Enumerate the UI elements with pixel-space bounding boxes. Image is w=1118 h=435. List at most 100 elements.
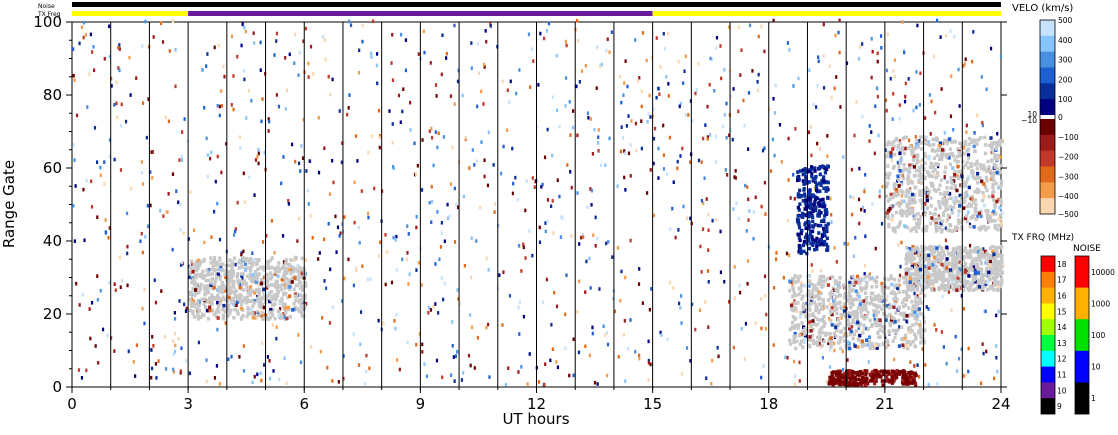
- ground-scatter-18-22UT-cell: [878, 328, 882, 332]
- ground-scatter-22-24UT-band-cell: [947, 279, 951, 284]
- echo-cell: [909, 360, 912, 364]
- txfreq-colorbar-tick: 14: [1057, 323, 1067, 332]
- ground-scatter-21-24UT-cell: [906, 225, 910, 230]
- echo-cell: [650, 287, 653, 291]
- ground-scatter-3-6UT-cell: [205, 273, 209, 277]
- ground-scatter-3-6UT-cell: [241, 299, 245, 304]
- ground-scatter-18-22UT-cell: [902, 311, 907, 316]
- ground-scatter-3-6UT-cell: [205, 268, 209, 273]
- ground-scatter-22-24UT-band-cell: [949, 253, 953, 257]
- echo-cell: [645, 58, 648, 63]
- ground-scatter-18-22UT-cell: [802, 340, 807, 345]
- negative-velocity-20-22UT-cell: [842, 382, 846, 386]
- negative-velocity-20-22UT-cell: [864, 382, 868, 387]
- ground-scatter-3-6UT-cell: [257, 272, 261, 276]
- ground-scatter-21-24UT-cell: [976, 211, 980, 215]
- echo-cell: [323, 279, 326, 283]
- echo-cell: [489, 24, 492, 28]
- echo-cell: [679, 306, 682, 310]
- echo-cell: [662, 167, 666, 171]
- echo-cell: [370, 55, 373, 59]
- echo-cell: [325, 286, 328, 291]
- ground-scatter-21-24UT-cell: [956, 164, 960, 169]
- ground-scatter-21-24UT-cell: [968, 224, 972, 229]
- ground-scatter-22-24UT-band-cell: [945, 247, 949, 252]
- echo-cell: [484, 29, 487, 33]
- echo-cell: [898, 273, 902, 278]
- ground-scatter-3-6UT-cell: [254, 288, 259, 292]
- echo-cell: [408, 100, 412, 105]
- ground-scatter-22-24UT-band-cell: [969, 255, 973, 259]
- echo-cell: [284, 107, 287, 111]
- ground-scatter-22-24UT-band-cell: [941, 278, 945, 283]
- ground-scatter-21-24UT-cell: [901, 190, 905, 195]
- ground-scatter-18-22UT-cell: [894, 311, 898, 315]
- echo-cell: [707, 228, 710, 233]
- echo-cell: [115, 101, 118, 106]
- ground-scatter-22-24UT-band-cell: [971, 288, 975, 293]
- positive-velocity-19UT-cell: [822, 242, 826, 247]
- echo-cell: [216, 103, 219, 108]
- echo-cell: [206, 52, 209, 56]
- ground-scatter-3-6UT-cell: [257, 292, 261, 297]
- ground-scatter-22-24UT-band-cell: [955, 260, 959, 264]
- echo-cell: [833, 246, 836, 250]
- ground-scatter-18-22UT-cell: [832, 331, 836, 336]
- ground-scatter-3-6UT-cell: [234, 303, 238, 307]
- ground-scatter-3-6UT-cell: [279, 284, 283, 289]
- echo-cell: [360, 189, 363, 193]
- echo-cell: [234, 262, 237, 267]
- echo-cell: [941, 294, 944, 299]
- echo-cell: [323, 146, 326, 151]
- ground-scatter-21-24UT-cell: [913, 193, 917, 197]
- ground-scatter-22-24UT-band-cell: [976, 271, 980, 275]
- ground-scatter-22-24UT-band-cell: [974, 246, 979, 251]
- ground-scatter-18-22UT-cell: [847, 326, 852, 331]
- echo-cell: [828, 316, 831, 321]
- echo-cell: [912, 214, 915, 219]
- echo-cell: [826, 134, 829, 138]
- ground-scatter-18-22UT-cell: [807, 298, 811, 303]
- negative-velocity-20-22UT-cell: [901, 382, 905, 386]
- echo-cell: [297, 216, 301, 221]
- ground-scatter-21-24UT-cell: [986, 159, 990, 164]
- ground-scatter-22-24UT-band-cell: [941, 275, 945, 280]
- echo-cell: [159, 21, 163, 26]
- negative-velocity-20-22UT-cell: [908, 375, 912, 380]
- ground-scatter-18-22UT-cell: [793, 280, 797, 285]
- echo-cell: [608, 50, 611, 55]
- ground-scatter-22-24UT-band-cell: [976, 267, 981, 271]
- txfreq-bar: [72, 11, 1001, 16]
- echo-cell: [982, 309, 986, 313]
- ground-scatter-21-24UT-cell: [911, 146, 916, 150]
- positive-velocity-19UT-cell: [803, 200, 808, 205]
- ground-scatter-21-24UT-cell: [994, 212, 998, 216]
- ground-scatter-3-6UT-cell: [287, 278, 292, 283]
- ground-scatter-22-24UT-band-cell: [967, 288, 971, 293]
- ground-scatter-22-24UT-band-cell: [992, 276, 996, 281]
- positive-velocity-19UT-cell: [811, 215, 815, 220]
- echo-cell: [891, 117, 894, 121]
- echo-cell: [729, 94, 732, 99]
- ground-scatter-22-24UT-band-cell: [990, 244, 994, 249]
- echo-cell: [439, 245, 443, 249]
- ground-scatter-18-22UT-cell: [802, 329, 806, 334]
- ground-scatter-3-6UT-cell: [293, 276, 297, 280]
- ground-scatter-21-24UT-cell: [909, 228, 913, 233]
- echo-cell: [236, 54, 239, 59]
- echo-cell: [605, 48, 608, 53]
- ground-scatter-22-24UT-band-cell: [998, 263, 1002, 267]
- ground-scatter-21-24UT-cell: [904, 135, 908, 140]
- ground-scatter-21-24UT-cell: [961, 145, 965, 150]
- ground-scatter-18-22UT-cell: [791, 325, 795, 329]
- ground-scatter-22-24UT-band-cell: [972, 265, 976, 269]
- echo-cell: [835, 75, 838, 79]
- echo-cell: [340, 222, 344, 226]
- ground-scatter-21-24UT-cell: [886, 164, 890, 168]
- echo-cell: [415, 268, 418, 272]
- ground-scatter-18-22UT-cell: [895, 297, 899, 302]
- ground-scatter-21-24UT-cell: [939, 178, 943, 183]
- ground-scatter-22-24UT-band-cell: [990, 268, 994, 272]
- negative-velocity-20-22UT-cell: [859, 378, 864, 382]
- echo-cell: [361, 23, 364, 28]
